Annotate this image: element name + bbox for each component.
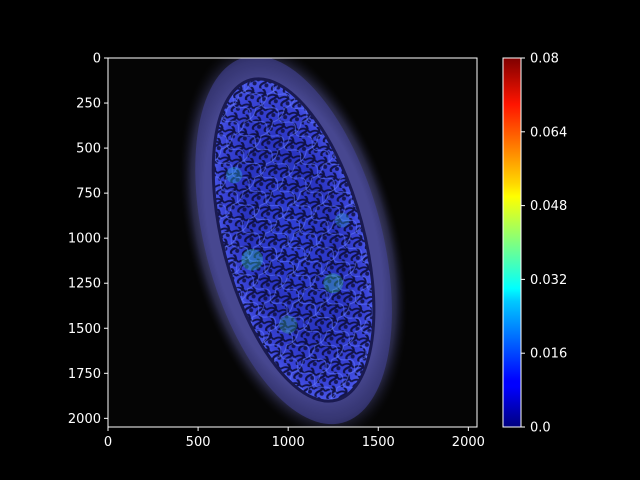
y-tick-label: 500	[76, 142, 101, 157]
colorbar-tick-label: 0.032	[530, 273, 567, 288]
plot-frame	[107, 57, 478, 428]
colorbar-axis: 0.0 0.016 0.032 0.048 0.064 0.08	[521, 52, 567, 436]
y-tick-label: 750	[76, 187, 101, 202]
x-tick-label: 1000	[272, 435, 305, 450]
speckle-patch	[335, 212, 350, 228]
colorbar-tick-label: 0.016	[530, 347, 567, 362]
x-tick-label: 500	[186, 435, 211, 450]
y-tick-label: 1750	[68, 367, 101, 382]
y-tick-label: 1250	[68, 277, 101, 292]
colorbar-tick-label: 0.064	[530, 125, 567, 140]
speckle-patch	[323, 273, 344, 294]
y-axis: 0 250 500 750 1000 1250 1500 1750 2000	[68, 52, 108, 427]
y-tick-label: 0	[93, 52, 101, 67]
colorbar-tick-label: 0.08	[530, 52, 559, 67]
x-tick-label: 1500	[362, 435, 395, 450]
colorbar	[502, 57, 522, 428]
speckle-patch	[241, 248, 263, 271]
y-tick-label: 1500	[68, 322, 101, 337]
speckle-patch	[279, 315, 298, 334]
x-tick-label: 2000	[452, 435, 485, 450]
y-tick-label: 2000	[68, 412, 101, 427]
y-tick-label: 250	[76, 97, 101, 112]
heatmap-image	[179, 58, 408, 427]
x-tick-label: 0	[104, 435, 112, 450]
colorbar-tick-label: 0.048	[530, 199, 567, 214]
y-tick-label: 1000	[68, 232, 101, 247]
tissue-highlights	[213, 78, 374, 402]
speckle-patch	[226, 167, 243, 184]
core-border	[211, 77, 376, 403]
colorbar-tick-label: 0.0	[530, 421, 551, 436]
x-axis: 0 500 1000 1500 2000	[104, 427, 485, 450]
